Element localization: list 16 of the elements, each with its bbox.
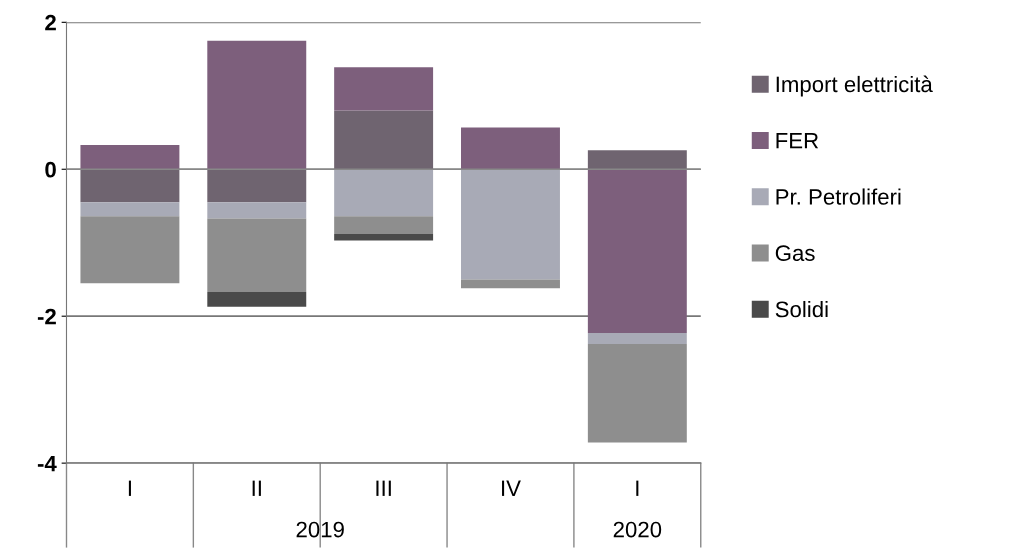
x-tick-label: II xyxy=(252,480,261,496)
y-tick-label: 0 xyxy=(45,161,56,178)
text: 2020 xyxy=(613,521,662,538)
legend-label: Import elettricità xyxy=(776,75,933,97)
text: 2019 xyxy=(296,521,344,538)
x-tick-label: III xyxy=(376,480,391,496)
legend-label: Solidi xyxy=(775,300,828,318)
legend-label: Pr. Petroliferi xyxy=(776,188,901,205)
x-tick-label: IV xyxy=(502,480,521,496)
y-tick-label: 2 xyxy=(45,14,56,31)
x-tick-label: I xyxy=(636,480,639,496)
x-tick-label: I xyxy=(128,480,131,496)
y-tick-label: -2 xyxy=(37,308,56,325)
y-tick-label: -4 xyxy=(37,455,57,472)
legend-label: Gas xyxy=(775,245,815,262)
legend-label: FER xyxy=(776,132,819,149)
